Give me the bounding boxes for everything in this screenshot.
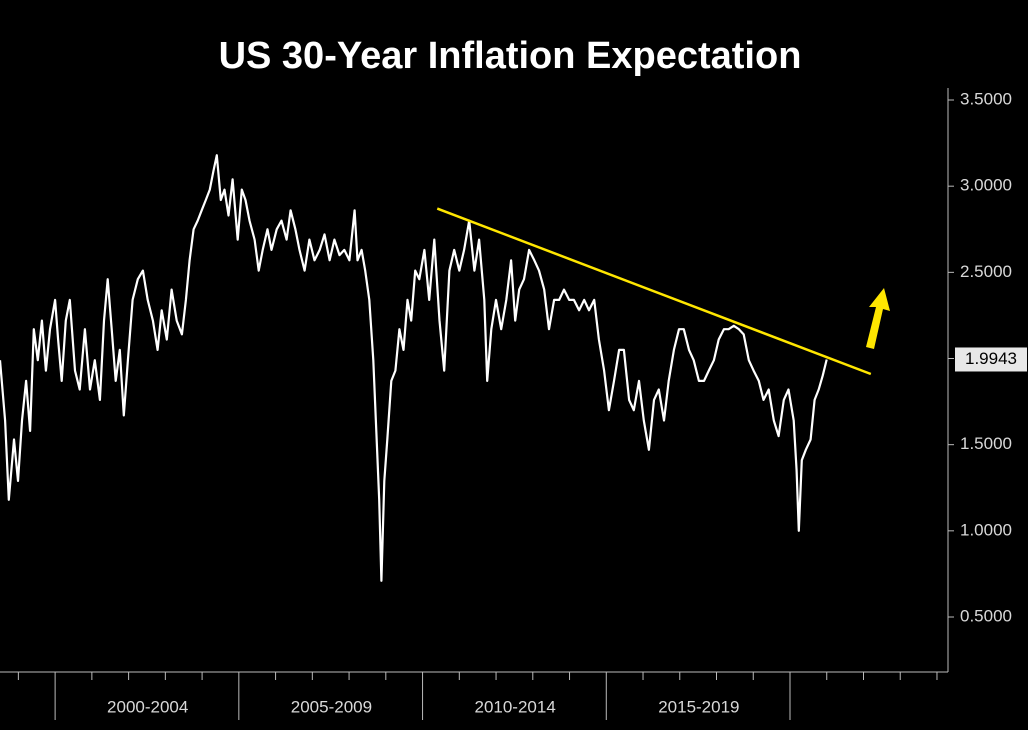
arrow (866, 288, 890, 349)
trendline (436, 207, 872, 376)
y-tick-label: 2.5000 (960, 262, 1012, 281)
x-period-label: 2005-2009 (291, 697, 372, 716)
chart-title: US 30-Year Inflation Expectation (219, 35, 802, 77)
x-period-label: 2000-2004 (107, 697, 188, 716)
last-value-label: 1.9943 (965, 349, 1017, 368)
last-value-box (955, 347, 1027, 372)
y-tick-label: 0.5000 (960, 606, 1012, 625)
x-period-label: 2010-2014 (474, 697, 555, 716)
y-tick-label: 1.5000 (960, 434, 1012, 453)
y-tick-label: 1.0000 (960, 520, 1012, 539)
data-line (0, 154, 828, 582)
x-period-label: 2015-2019 (658, 697, 739, 716)
y-tick-label: 3.5000 (960, 89, 1012, 108)
y-tick-label: 3.0000 (960, 176, 1012, 195)
